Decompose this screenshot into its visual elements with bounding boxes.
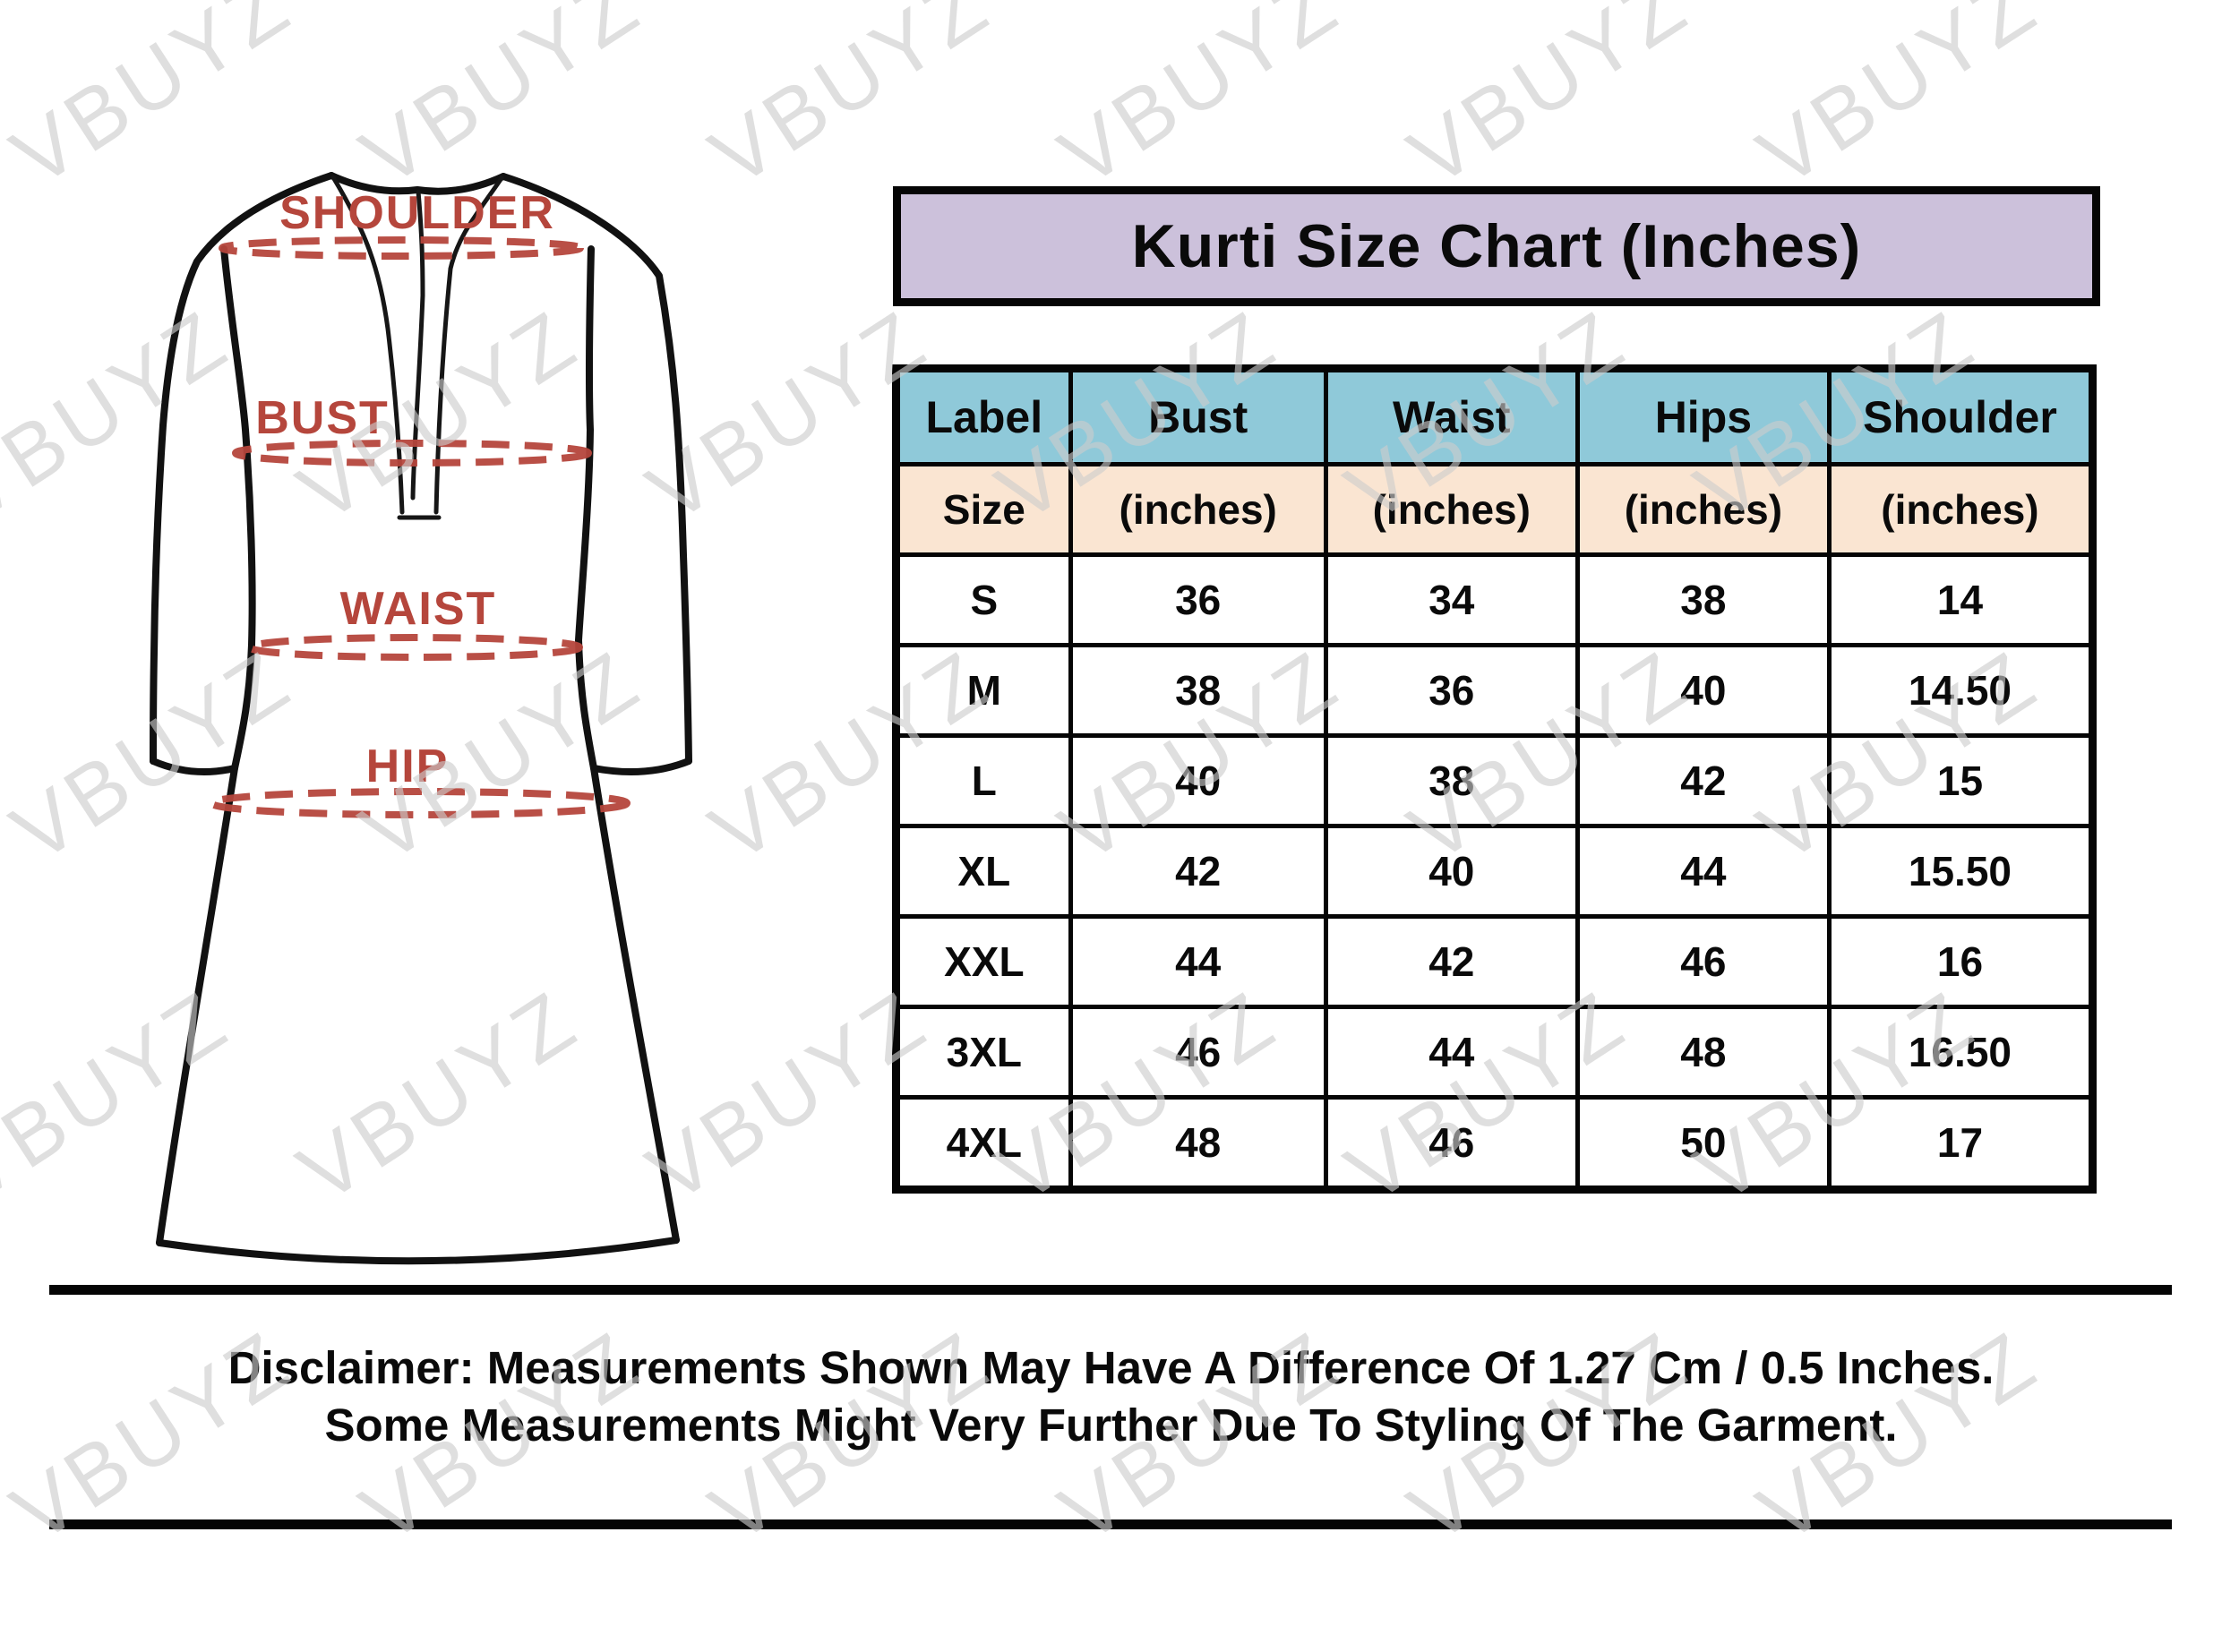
kurti-left-cuff	[150, 758, 238, 775]
divider-top	[49, 1285, 2172, 1295]
divider-bottom	[49, 1519, 2172, 1529]
table-cell: 38	[1068, 643, 1328, 738]
table-cell: 44	[1574, 824, 1832, 919]
table-cell: 4XL	[894, 1095, 1073, 1192]
table-cell: Size	[894, 462, 1073, 557]
kurti-left-body-edge	[156, 245, 256, 1246]
table-row: S 36 34 38 14	[894, 552, 2096, 647]
table-cell: 36	[1323, 643, 1580, 738]
size-chart-table: Label Bust Waist Hips Shoulder Size (inches) (i…	[892, 364, 2097, 1194]
table-cell: 46	[1574, 914, 1832, 1009]
table-cell: 48	[1574, 1005, 1832, 1100]
table-cell: 44	[1323, 1005, 1580, 1100]
table-header-row: Label Bust Waist Hips Shoulder	[894, 366, 2096, 466]
table-cell: 46	[1068, 1005, 1328, 1100]
table-cell: L	[894, 733, 1073, 828]
table-row: 4XL 48 46 50 17	[894, 1095, 2096, 1192]
kurti-right-sleeve-outline	[500, 173, 692, 765]
table-cell: 40	[1574, 643, 1832, 738]
table-cell: Label	[894, 366, 1073, 466]
table-subheader-row: Size (inches) (inches) (inches) (inches)	[894, 462, 2096, 557]
table-cell: S	[894, 552, 1073, 647]
waist-label: WAIST	[340, 583, 497, 635]
table-cell: (inches)	[1068, 462, 1328, 557]
table-cell: M	[894, 643, 1073, 738]
size-table-head: Label Bust Waist Hips Shoulder Size (inches) (i…	[894, 366, 2096, 557]
disclaimer-text: Disclaimer: Measurements Shown May Have …	[0, 1340, 2222, 1454]
table-cell: 14	[1826, 552, 2096, 647]
table-cell: 44	[1068, 914, 1328, 1009]
table-cell: 14.50	[1826, 643, 2096, 738]
disclaimer-line-2: Some Measurements Might Very Further Due…	[324, 1399, 1898, 1451]
waist-measure-line	[246, 634, 583, 661]
table-cell: 40	[1068, 733, 1328, 828]
table-cell: 3XL	[894, 1005, 1073, 1100]
table-cell: 38	[1574, 552, 1832, 647]
table-row: XL 42 40 44 15.50	[894, 824, 2096, 919]
disclaimer-line-1: Disclaimer: Measurements Shown May Have …	[227, 1342, 1995, 1393]
shoulder-measure-line	[219, 236, 584, 260]
table-row: XXL 44 42 46 16	[894, 914, 2096, 1009]
table-cell: Hips	[1574, 366, 1832, 466]
table-cell: 16.50	[1826, 1005, 2096, 1100]
chart-title: Kurti Size Chart (Inches)	[1131, 212, 1862, 280]
table-cell: XL	[894, 824, 1073, 919]
table-cell: (inches)	[1826, 462, 2096, 557]
table-cell: 15	[1826, 733, 2096, 828]
kurti-slit-right-line	[433, 175, 504, 515]
bust-measure-line	[232, 440, 592, 466]
table-cell: 15.50	[1826, 824, 2096, 919]
table-cell: (inches)	[1574, 462, 1832, 557]
table-row: L 40 38 42 15	[894, 733, 2096, 828]
table-cell: 40	[1323, 824, 1580, 919]
table-cell: Waist	[1323, 366, 1580, 466]
table-cell: 50	[1574, 1095, 1832, 1192]
kurti-hem	[156, 1237, 680, 1265]
kurti-right-cuff	[590, 758, 692, 776]
shoulder-label: SHOULDER	[279, 187, 555, 239]
table-cell: XXL	[894, 914, 1073, 1009]
kurti-right-body-edge	[575, 245, 680, 1244]
table-cell: 16	[1826, 914, 2096, 1009]
bust-label: BUST	[255, 392, 390, 444]
chart-title-bar: Kurti Size Chart (Inches)	[893, 186, 2100, 306]
table-cell: 38	[1323, 733, 1580, 828]
table-cell: 17	[1826, 1095, 2096, 1192]
table-row: M 38 36 40 14.50	[894, 643, 2096, 738]
table-cell: 42	[1323, 914, 1580, 1009]
kurti-left-sleeve-outline	[150, 172, 335, 765]
table-cell: 34	[1323, 552, 1580, 647]
table-cell: 46	[1323, 1095, 1580, 1192]
hip-label: HIP	[366, 740, 450, 792]
size-table-body: S 36 34 38 14 M 38 36 40 14.50 L 40 38 42 15 XL 42 40 44 15…	[894, 552, 2096, 1192]
table-cell: 48	[1068, 1095, 1328, 1192]
table-cell: 42	[1068, 824, 1328, 919]
table-cell: (inches)	[1323, 462, 1580, 557]
table-cell: Shoulder	[1826, 366, 2096, 466]
kurti-slit-middle-line	[410, 189, 425, 501]
table-cell: Bust	[1068, 366, 1328, 466]
table-cell: 42	[1574, 733, 1832, 828]
table-cell: 36	[1068, 552, 1328, 647]
table-row: 3XL 46 44 48 16.50	[894, 1005, 2096, 1100]
hip-measure-line	[208, 788, 631, 818]
